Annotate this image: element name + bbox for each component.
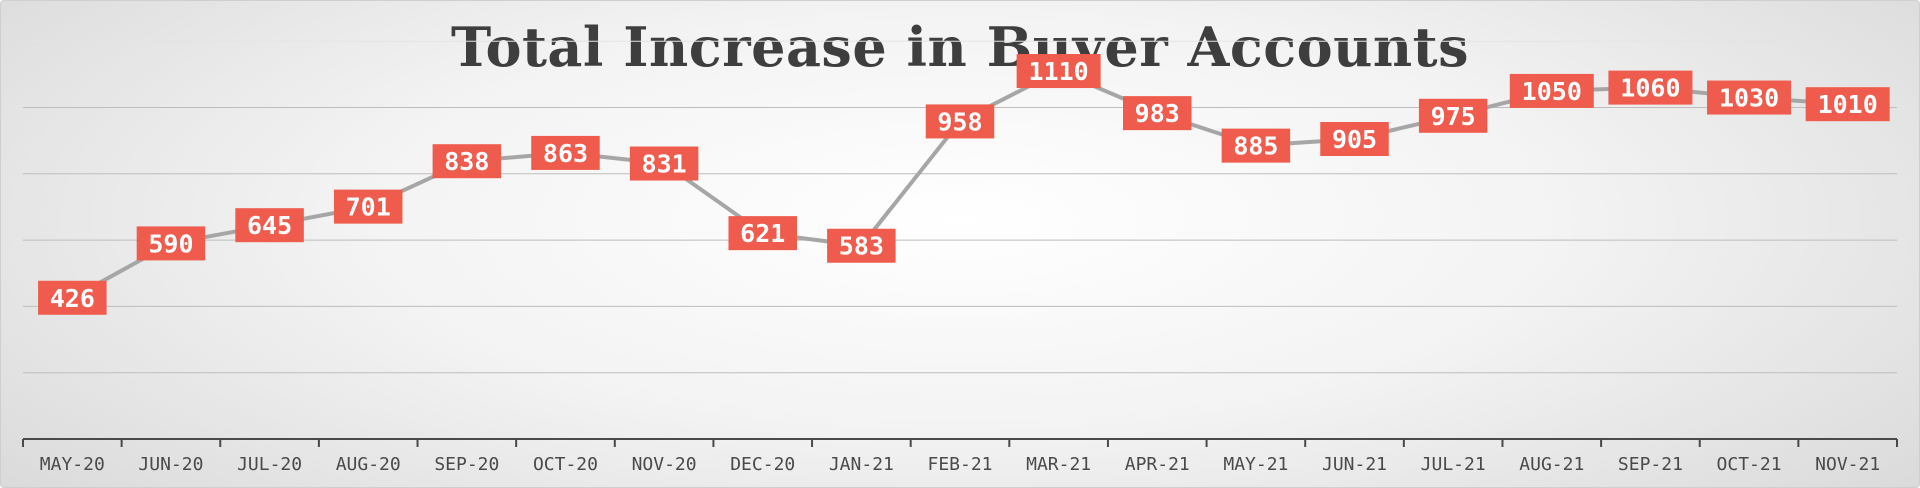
data-label: 645	[247, 211, 292, 240]
data-point: 1050	[1509, 73, 1594, 108]
data-label: 905	[1332, 125, 1377, 154]
data-label: 1010	[1818, 90, 1878, 119]
data-point: 958	[925, 104, 995, 139]
data-point: 983	[1123, 96, 1192, 131]
data-label: 975	[1431, 102, 1476, 131]
data-point: 863	[531, 135, 600, 170]
x-tick-label: JUN-20	[138, 454, 203, 475]
data-label: 590	[148, 229, 193, 258]
data-point: 426	[38, 280, 107, 315]
data-label-box	[333, 189, 403, 224]
data-label-box	[235, 208, 304, 243]
x-tick-label: OCT-20	[533, 454, 598, 475]
data-label-box	[136, 226, 206, 261]
data-label: 958	[937, 107, 982, 136]
data-label: 1030	[1719, 84, 1779, 113]
data-label-box	[1608, 70, 1693, 105]
data-label-box	[1016, 54, 1101, 89]
data-label: 983	[1135, 99, 1180, 128]
data-point: 975	[1418, 98, 1488, 133]
x-tick-label: JUL-21	[1421, 454, 1486, 475]
data-label: 838	[444, 147, 489, 176]
x-tick-label: MAY-21	[1223, 454, 1288, 475]
data-label-box	[1123, 96, 1192, 131]
x-tick-label: AUG-20	[336, 454, 401, 475]
x-tick-label: SEP-21	[1618, 454, 1683, 475]
data-point: 621	[728, 216, 797, 251]
data-point: 905	[1320, 121, 1389, 156]
data-label-box	[1509, 73, 1594, 108]
x-tick-label: AUG-21	[1519, 454, 1584, 475]
data-label: 1050	[1522, 77, 1582, 106]
data-label: 1060	[1620, 74, 1680, 103]
data-label-box	[925, 104, 995, 139]
data-point: 831	[629, 146, 699, 181]
data-point: 701	[333, 189, 403, 224]
data-label: 1110	[1029, 57, 1089, 86]
data-labels: 426 590 645 701 838 863 831 621 583 958 1110 983 885…	[38, 54, 1890, 315]
data-label: 885	[1233, 132, 1278, 161]
data-label-box	[432, 144, 502, 179]
x-tick-label: JUL-20	[237, 454, 302, 475]
chart-title: Total Increase in Buyer Accounts	[450, 15, 1469, 79]
x-tick-label: APR-21	[1125, 454, 1190, 475]
x-tick-label: NOV-21	[1815, 454, 1880, 475]
x-tick-label: JAN-21	[829, 454, 894, 475]
data-label-box	[629, 146, 699, 181]
data-label: 426	[50, 284, 95, 313]
x-tick-label: DEC-20	[730, 454, 795, 475]
data-label: 863	[543, 139, 588, 168]
data-label-box	[728, 216, 797, 251]
data-point: 1060	[1608, 70, 1693, 105]
data-label-box	[1707, 80, 1792, 115]
data-point: 885	[1221, 128, 1291, 163]
x-tick-label: MAR-21	[1026, 454, 1091, 475]
data-point: 1030	[1707, 80, 1792, 115]
data-point: 590	[136, 226, 206, 261]
data-label: 583	[839, 232, 884, 261]
data-label: 701	[346, 193, 391, 222]
data-point: 583	[827, 228, 896, 263]
x-tick-label: OCT-21	[1717, 454, 1782, 475]
x-tick-label: FEB-21	[927, 454, 992, 475]
data-label: 831	[642, 150, 687, 179]
x-tick-label: MAY-20	[40, 454, 105, 475]
data-label-box	[38, 280, 107, 315]
data-label-box	[531, 135, 600, 170]
data-point: 645	[235, 208, 304, 243]
data-label-box	[1221, 128, 1291, 163]
x-tick-label: JUN-21	[1322, 454, 1387, 475]
x-axis: MAY-20 JUN-20 JUL-20 AUG-20 SEP-20 OCT-20 NOV-…	[22, 438, 1898, 475]
x-tick-label: SEP-20	[434, 454, 499, 475]
data-label-box	[1805, 87, 1890, 122]
data-label-box	[827, 228, 896, 263]
gridlines	[23, 40, 1897, 374]
data-label: 621	[740, 219, 785, 248]
data-point: 1110	[1016, 54, 1101, 89]
data-point: 838	[432, 144, 502, 179]
x-tick-label: NOV-20	[632, 454, 697, 475]
data-point: 1010	[1805, 87, 1890, 122]
data-label-box	[1418, 98, 1488, 133]
data-label-box	[1320, 121, 1389, 156]
